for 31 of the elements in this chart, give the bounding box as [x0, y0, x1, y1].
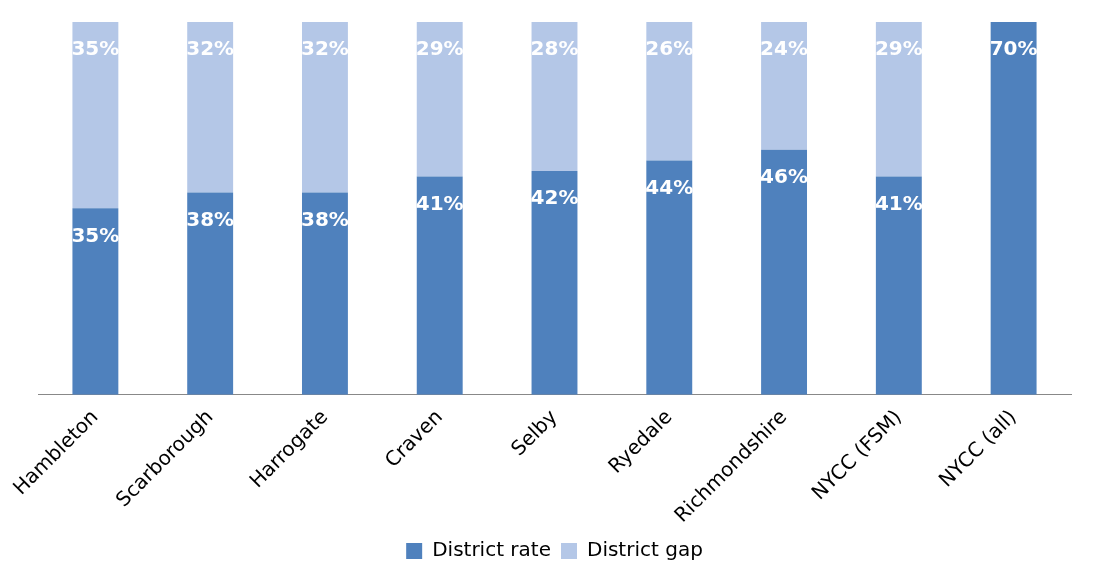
bar: [301, 192, 348, 395]
legend-label: District gap: [586, 537, 703, 562]
bar: [875, 22, 922, 177]
bar: [761, 22, 808, 150]
data-label: 29%: [874, 36, 923, 61]
data-label: 24%: [760, 36, 808, 61]
bar: [761, 149, 808, 395]
data-label: 46%: [760, 163, 808, 188]
data-label: 42%: [530, 185, 579, 210]
data-label: 70%: [989, 36, 1038, 61]
data-label: 35%: [71, 36, 120, 61]
bar: [646, 22, 693, 161]
bar: [646, 160, 693, 395]
data-label: 29%: [415, 36, 464, 61]
bar: [416, 176, 463, 395]
data-label: 32%: [301, 36, 349, 61]
bar: [72, 208, 119, 395]
bar: [72, 22, 119, 209]
legend-label: District rate: [432, 537, 551, 562]
data-label: 41%: [874, 190, 923, 215]
data-label: 28%: [530, 36, 579, 61]
bar: [187, 22, 234, 193]
bar: [187, 192, 234, 395]
bar: [990, 22, 1037, 395]
data-label: 38%: [301, 206, 349, 231]
data-label: 26%: [645, 36, 694, 61]
bar: [416, 22, 463, 177]
bar: [531, 171, 578, 395]
bar: [301, 22, 348, 193]
bar: [531, 22, 578, 172]
bar: [875, 176, 922, 395]
